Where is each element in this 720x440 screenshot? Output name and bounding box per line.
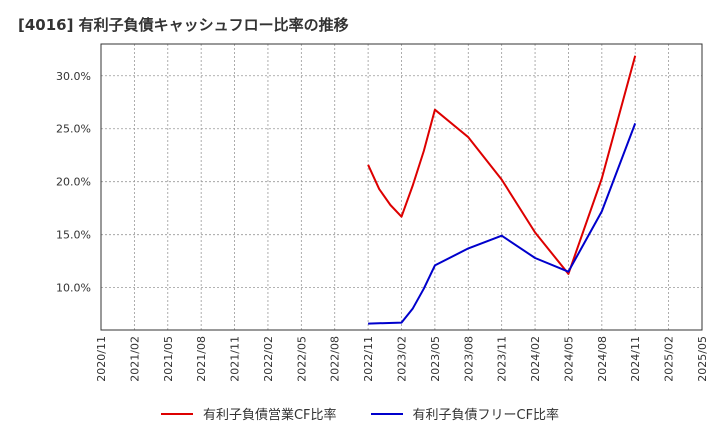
x-tick-label: 2022/05 (295, 336, 308, 382)
y-tick-label: 20.0% (56, 176, 91, 189)
x-tick-label: 2021/11 (229, 336, 242, 382)
legend: 有利子負債営業CF比率 有利子負債フリーCF比率 (0, 404, 720, 423)
x-tick-label: 2021/02 (128, 336, 141, 382)
x-axis-ticks: 2020/11 2021/02 2021/05 2021/08 2021/11 2022/… (95, 336, 709, 382)
legend-label-free-cf: 有利子負債フリーCF比率 (412, 408, 560, 423)
chart-title: [4016] 有利子負債キャッシュフロー比率の推移 (18, 16, 349, 34)
legend-item-operating-cf: 有利子負債営業CF比率 (160, 404, 337, 423)
y-tick-label: 15.0% (56, 229, 91, 242)
legend-swatch-free-cf (370, 412, 403, 415)
series-line-operating-cf (367, 55, 637, 275)
x-tick-label: 2021/08 (195, 336, 208, 382)
legend-swatch-operating-cf (160, 412, 193, 415)
series-lines (367, 55, 637, 325)
x-tick-label: 2024/02 (529, 336, 542, 382)
x-tick-label: 2022/08 (329, 336, 342, 382)
x-tick-label: 2020/11 (95, 336, 108, 382)
x-tick-label: 2024/08 (596, 336, 609, 382)
x-tick-label: 2023/08 (462, 336, 475, 382)
grid-lines (101, 44, 702, 330)
y-tick-label: 30.0% (56, 70, 91, 83)
x-tick-label: 2025/02 (663, 336, 676, 382)
x-tick-label: 2022/11 (362, 336, 375, 382)
x-tick-label: 2023/05 (429, 336, 442, 382)
y-axis-ticks: 10.0% 15.0% 20.0% 25.0% 30.0% (56, 70, 91, 295)
x-tick-label: 2023/11 (496, 336, 509, 382)
legend-label-operating-cf: 有利子負債営業CF比率 (202, 408, 337, 423)
x-tick-label: 2022/02 (262, 336, 275, 382)
x-tick-label: 2025/05 (696, 336, 709, 382)
series-line-free-cf (368, 123, 637, 325)
y-tick-label: 10.0% (56, 282, 91, 295)
plot-area-frame (100, 43, 703, 331)
x-tick-label: 2023/02 (396, 336, 409, 382)
x-tick-label: 2021/05 (162, 336, 175, 382)
legend-item-free-cf: 有利子負債フリーCF比率 (370, 404, 560, 423)
x-tick-label: 2024/05 (562, 336, 575, 382)
y-tick-label: 25.0% (56, 123, 91, 136)
x-tick-label: 2024/11 (629, 336, 642, 382)
